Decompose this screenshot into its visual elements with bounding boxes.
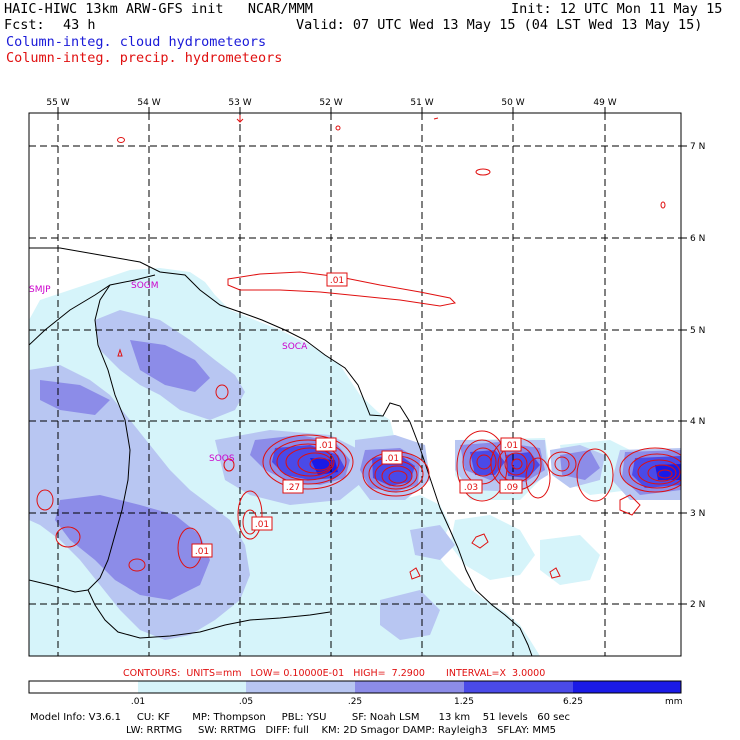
- color-bar-tick: 1.25: [454, 697, 474, 707]
- lon-label: 54 W: [137, 98, 160, 108]
- header-init: Init: 12 UTC Mon 11 May 15: [511, 1, 723, 17]
- shaded-field: [29, 268, 681, 656]
- place-label-smjp: SMJP: [29, 285, 51, 295]
- svg-text:.01: .01: [385, 454, 399, 464]
- lat-label: 4 N: [690, 417, 705, 427]
- contours-info: CONTOURS: UNITS=mm LOW= 0.10000E-01 HIGH…: [123, 668, 545, 679]
- place-label-soos: SOOS: [209, 454, 235, 464]
- color-bar-tick: .25: [348, 697, 362, 707]
- contour-label: .01: [500, 437, 522, 452]
- lat-labels: 7 N 6 N 5 N 4 N 3 N 2 N: [690, 142, 705, 610]
- lon-label: 49 W: [593, 98, 616, 108]
- color-bar: [28, 680, 682, 694]
- contour-label: .01: [191, 543, 213, 558]
- color-bar-tick: .05: [239, 697, 253, 707]
- color-bar-units: mm: [665, 697, 683, 707]
- lon-label: 50 W: [501, 98, 524, 108]
- contour-label: .01: [326, 272, 348, 287]
- field-cloud-label: Column-integ. cloud hydrometeors: [6, 34, 267, 50]
- lon-label: 53 W: [228, 98, 251, 108]
- header-valid: Valid: 07 UTC Wed 13 May 15 (04 LST Wed …: [296, 17, 703, 33]
- lon-labels: 55 W 54 W 53 W 52 W 51 W 50 W 49 W: [46, 98, 616, 108]
- lat-label: 2 N: [690, 600, 705, 610]
- contour-label: .01: [315, 437, 337, 452]
- contour-label: .01: [381, 450, 403, 465]
- lat-label: 3 N: [690, 509, 705, 519]
- place-label-soca: SOCA: [282, 342, 308, 352]
- lon-label: 51 W: [410, 98, 433, 108]
- contour-label: .27: [282, 479, 304, 494]
- arrow-down-icon: [236, 115, 244, 123]
- place-labels: SMJP SOGM SOCA SOOS: [29, 281, 308, 464]
- contour-label: .09: [499, 479, 523, 494]
- lat-label: 5 N: [690, 326, 705, 336]
- svg-text:.03: .03: [464, 483, 478, 493]
- svg-text:.01: .01: [195, 547, 209, 557]
- lat-label: 6 N: [690, 234, 705, 244]
- contour-label: .03: [459, 479, 483, 494]
- place-label-sogm: SOGM: [131, 281, 159, 291]
- contour-label: .01: [251, 516, 273, 531]
- model-info-line2: LW: RRTMG SW: RRTMG DIFF: full KM: 2D Sm…: [126, 725, 556, 736]
- lat-label: 7 N: [690, 142, 705, 152]
- field-precip-label: Column-integ. precip. hydrometeors: [6, 50, 283, 66]
- lon-label: 55 W: [46, 98, 69, 108]
- svg-text:.01: .01: [330, 276, 344, 286]
- map-frame: [28, 112, 682, 657]
- svg-text:.01: .01: [319, 441, 333, 451]
- svg-text:.01: .01: [255, 520, 269, 530]
- axis-ticks: [57, 107, 687, 605]
- color-bar-tick: 6.25: [563, 697, 583, 707]
- svg-text:.01: .01: [504, 441, 518, 451]
- lat-lon-grid: [29, 113, 681, 656]
- header-fcst-value: 43 h: [63, 17, 96, 33]
- svg-text:.27: .27: [286, 483, 300, 493]
- coastline: [29, 247, 533, 656]
- contour-labels: .01 .01 .01 .01 .27 .01 .01 .03: [191, 272, 523, 558]
- lon-label: 52 W: [319, 98, 342, 108]
- color-bar-tick: .01: [131, 697, 145, 707]
- svg-text:.09: .09: [504, 483, 519, 493]
- model-info-line1: Model Info: V3.6.1 CU: KF MP: Thompson P…: [30, 712, 570, 723]
- header-title: HAIC-HIWC 13km ARW-GFS init NCAR/MMM: [4, 1, 313, 17]
- color-bar-ticks: .01 .05 .25 1.25 6.25 mm: [131, 697, 683, 707]
- header-fcst-label: Fcst:: [4, 17, 45, 33]
